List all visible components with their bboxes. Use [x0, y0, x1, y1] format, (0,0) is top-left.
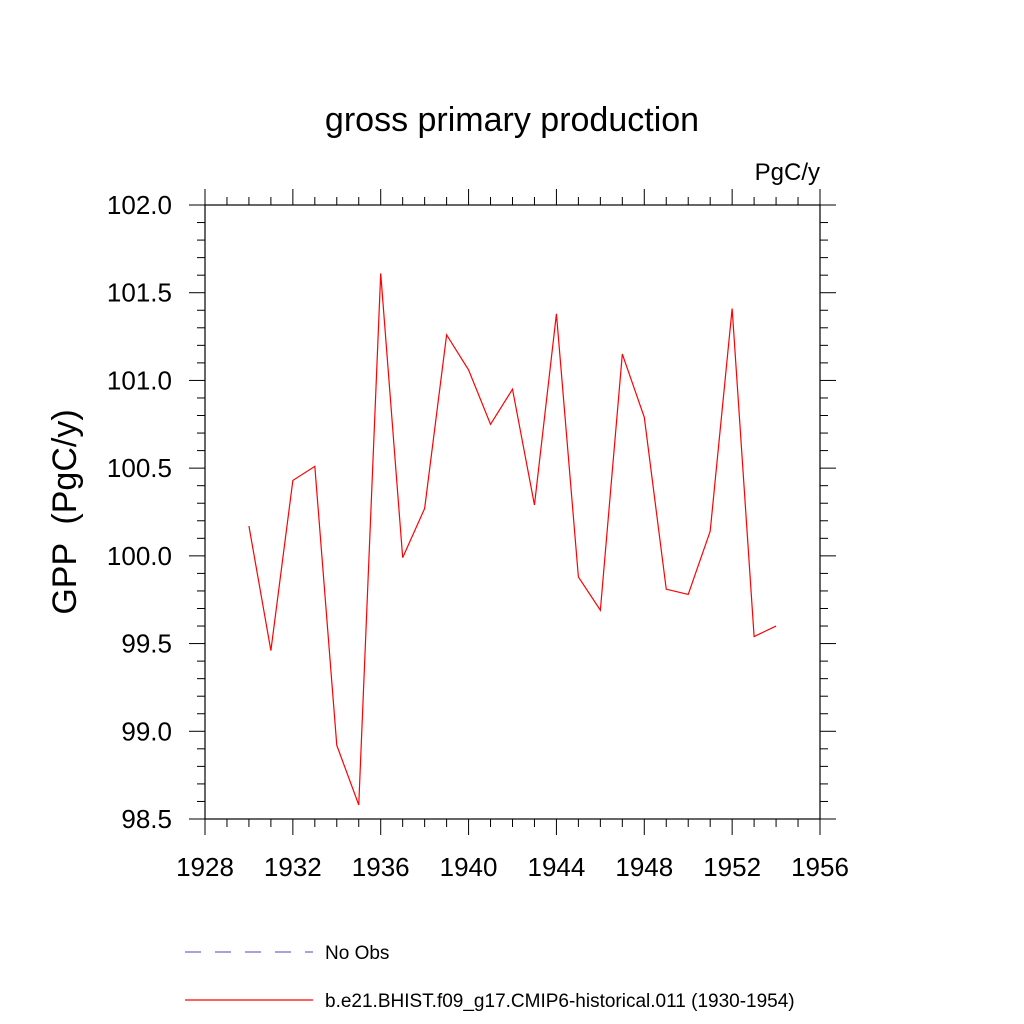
axis-ticks — [189, 189, 836, 835]
chart-title: gross primary production — [325, 101, 699, 139]
x-tick-label: 1956 — [791, 852, 849, 882]
y-tick-label: 101.0 — [107, 365, 172, 395]
y-tick-label: 100.5 — [107, 453, 172, 483]
x-tick-label: 1944 — [528, 852, 586, 882]
x-tick-label: 1932 — [264, 852, 322, 882]
plot-frame — [204, 204, 821, 820]
y-tick-label: 99.5 — [121, 629, 172, 659]
y-tick-label: 101.5 — [107, 278, 172, 308]
units-label: PgC/y — [755, 159, 820, 186]
y-tick-label: 102.0 — [107, 190, 172, 220]
y-axis-label: GPP (PgC/y) — [46, 409, 84, 614]
series-line — [248, 273, 777, 806]
axis-tick-labels: 1928 1932 1936 1940 1944 1948 1952 1956 98.5 99.0… — [107, 190, 849, 882]
legend-label: No Obs — [325, 943, 389, 964]
y-tick-label: 100.0 — [107, 541, 172, 571]
x-tick-label: 1936 — [352, 852, 410, 882]
x-tick-label: 1952 — [703, 852, 761, 882]
x-tick-label: 1928 — [176, 852, 234, 882]
series-lines — [248, 273, 777, 806]
y-tick-label: 99.0 — [121, 716, 172, 746]
legend-label: b.e21.BHIST.f09_g17.CMIP6-historical.011… — [325, 991, 795, 1012]
y-tick-label: 98.5 — [121, 804, 172, 834]
x-tick-label: 1948 — [615, 852, 673, 882]
x-tick-label: 1940 — [440, 852, 498, 882]
legend: No Obs b.e21.BHIST.f09_g17.CMIP6-historic… — [185, 943, 795, 1012]
